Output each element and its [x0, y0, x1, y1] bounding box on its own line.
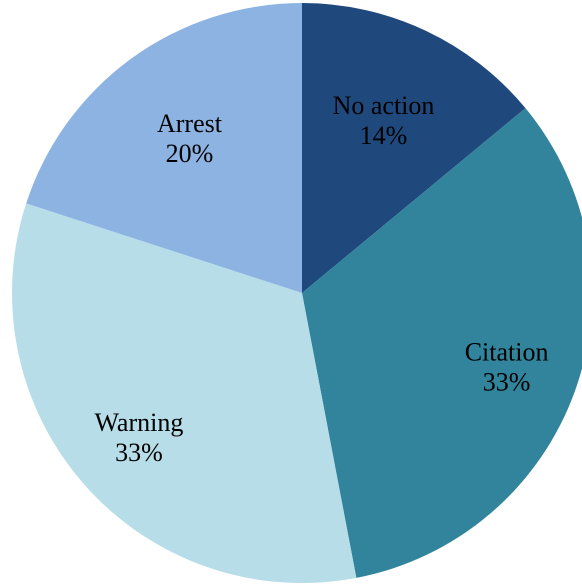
- pie-labels: No action14%Citation33%Warning33%Arrest2…: [94, 91, 548, 467]
- pie-value-no-action: 14%: [360, 121, 408, 150]
- pie-slice-arrest: [26, 2, 302, 293]
- pie-value-arrest: 20%: [166, 139, 214, 168]
- pie-slice-no-action: [302, 3, 526, 293]
- pie-slice-warning: [11, 203, 357, 583]
- pie-label-arrest: Arrest: [157, 109, 223, 138]
- pie-label-warning: Warning: [94, 408, 183, 437]
- pie-slices: [11, 2, 582, 583]
- pie-value-citation: 33%: [483, 368, 531, 397]
- pie-slice-citation: [302, 108, 582, 578]
- pie-label-no-action: No action: [333, 91, 435, 120]
- pie-value-warning: 33%: [115, 438, 163, 467]
- pie-label-citation: Citation: [465, 338, 549, 367]
